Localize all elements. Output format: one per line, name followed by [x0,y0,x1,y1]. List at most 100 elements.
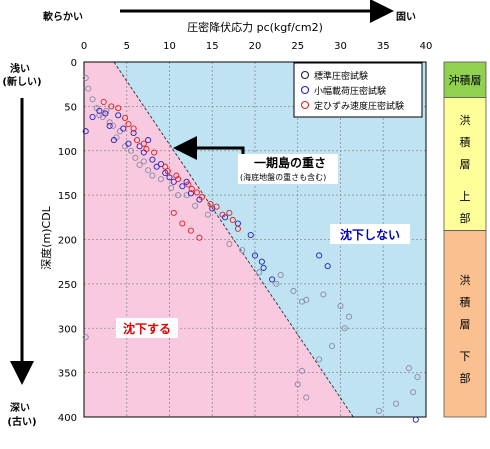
data-point-small-load [149,156,156,163]
stratum-label-char: 層 [460,318,471,331]
stratum-label-char: 積 [460,295,471,309]
data-point-crs [174,176,182,183]
data-point-crs [173,172,180,179]
island-weight-sublabel: (海底地盤の重さも含む) [240,172,326,182]
legend-label-crs: 定ひずみ速度圧密試験 [314,100,404,112]
legend-marker-standard [300,70,310,80]
data-point-crs [143,145,150,153]
data-point-standard [157,176,164,183]
data-point-standard [82,334,89,341]
legend-marker-crs [300,100,310,110]
y-tick-label: 250 [58,280,77,291]
y-axis-old-label: (古い) [7,415,36,428]
data-point-standard [110,122,117,129]
data-point-standard [337,303,344,310]
island-weight-box [238,154,338,184]
stratum-label-char: 部 [460,371,471,385]
stratum-label-char: 洪 [460,273,471,287]
stratum-label-char: 部 [460,211,471,225]
data-point-small-load [153,163,160,170]
no-settle-region-label: 沈下しない [340,227,400,242]
stratum-label-char: 下 [460,350,471,363]
data-point-small-load [89,113,96,121]
data-point-small-load [269,276,276,283]
data-point-standard [410,389,417,396]
data-point-standard [414,374,421,381]
data-point-crs [140,140,147,147]
x-tick-label: 0 [81,41,87,52]
island-weight-annotation: 一期島の重さ (海底地盤の重さも含む) [173,136,338,184]
data-point-small-load [125,140,132,147]
series-2 [100,98,241,241]
data-point-small-load [106,122,113,129]
data-point-small-load [157,161,164,168]
stratum-label: 沖積層 [449,73,482,87]
data-point-standard [226,240,233,247]
data-point-crs [198,193,206,200]
data-point-crs [130,125,137,132]
data-point-small-load [130,129,137,137]
data-point-standard [136,161,143,168]
data-point-crs [207,200,214,208]
data-point-standard [106,119,113,126]
data-point-crs [185,181,192,188]
data-point-small-load [96,107,103,114]
data-point-crs [125,121,132,128]
y-tick-label: 200 [58,236,77,247]
data-point-standard [303,296,310,303]
y-axis-shallow-label: 浅い [10,62,30,75]
data-point-crs [187,227,194,234]
data-point-small-load [170,178,177,185]
data-point-crs [100,98,107,105]
data-point-crs [133,137,141,144]
plot-frame [83,61,427,418]
data-point-crs [196,234,203,241]
stratum-label-char: 積 [460,135,471,149]
x-tick-label: 30 [334,41,347,52]
data-point-small-load [82,128,89,135]
data-point-standard [290,287,297,295]
data-point-small-load [324,263,331,270]
x-tick-label: 35 [377,41,390,52]
data-point-standard [277,271,284,279]
data-point-standard [89,96,96,103]
data-point-standard [341,325,348,332]
legend-marker-small-load [300,85,310,95]
data-point-small-load [412,416,419,423]
x-tick-label: 20 [249,41,262,52]
settle-label-box [116,318,178,338]
y-tick-label: 0 [71,58,77,69]
x-axis-soft-label: 軟らかい [43,10,83,23]
data-point-small-load [145,137,152,144]
data-point-standard [316,356,323,363]
series-0 [82,74,421,414]
data-point-crs [229,216,236,224]
data-point-crs [179,220,186,227]
data-point-standard [405,365,412,372]
legend: 標準圧密試験 小幅載荷圧密試験 定ひずみ速度圧密試験 [293,62,423,118]
x-tick-label: 40 [420,41,433,52]
y-axis-title: 深度(m)CDL [39,205,53,269]
data-point-small-load [120,125,127,132]
data-point-crs [170,209,177,216]
data-point-standard [96,112,103,119]
stratum-label-char: 洪 [460,113,471,127]
boundary-line [113,61,354,418]
data-point-standard [127,147,135,154]
data-point-crs [226,209,233,216]
data-point-crs [219,211,226,218]
data-point-crs [151,149,158,156]
data-point-standard [256,269,263,276]
data-point-standard [303,394,310,401]
data-point-small-load [187,190,194,197]
data-point-standard [320,291,327,298]
settle-region-label: 沈下する [123,321,171,336]
data-point-standard [174,192,182,199]
series-1 [82,107,419,423]
y-tick-label: 150 [58,191,77,202]
x-tick-label: 15 [206,41,219,52]
data-point-small-load [247,232,254,239]
y-tick-label: 400 [58,413,77,424]
data-point-small-load [115,112,122,119]
